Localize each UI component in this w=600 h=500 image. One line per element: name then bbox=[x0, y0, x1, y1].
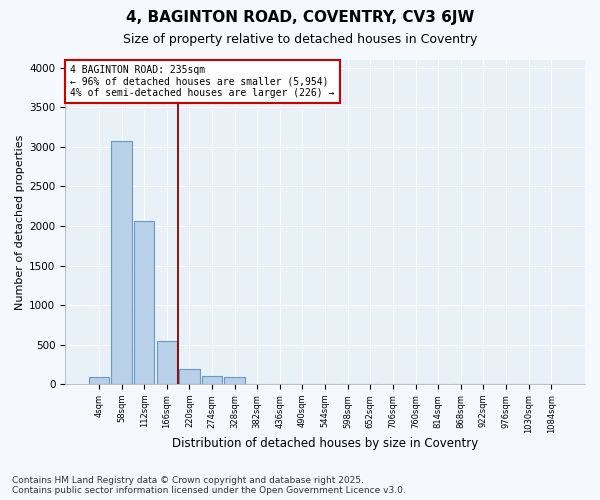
Bar bbox=[224, 377, 245, 384]
Text: 4 BAGINTON ROAD: 235sqm
← 96% of detached houses are smaller (5,954)
4% of semi-: 4 BAGINTON ROAD: 235sqm ← 96% of detache… bbox=[70, 65, 335, 98]
Text: Contains HM Land Registry data © Crown copyright and database right 2025.
Contai: Contains HM Land Registry data © Crown c… bbox=[12, 476, 406, 495]
Bar bbox=[179, 368, 200, 384]
Bar bbox=[134, 222, 154, 384]
Text: Size of property relative to detached houses in Coventry: Size of property relative to detached ho… bbox=[123, 32, 477, 46]
Bar bbox=[157, 341, 177, 384]
X-axis label: Distribution of detached houses by size in Coventry: Distribution of detached houses by size … bbox=[172, 437, 478, 450]
Bar bbox=[112, 140, 132, 384]
Bar bbox=[89, 376, 109, 384]
Text: 4, BAGINTON ROAD, COVENTRY, CV3 6JW: 4, BAGINTON ROAD, COVENTRY, CV3 6JW bbox=[126, 10, 474, 25]
Bar bbox=[202, 376, 222, 384]
Y-axis label: Number of detached properties: Number of detached properties bbox=[15, 134, 25, 310]
